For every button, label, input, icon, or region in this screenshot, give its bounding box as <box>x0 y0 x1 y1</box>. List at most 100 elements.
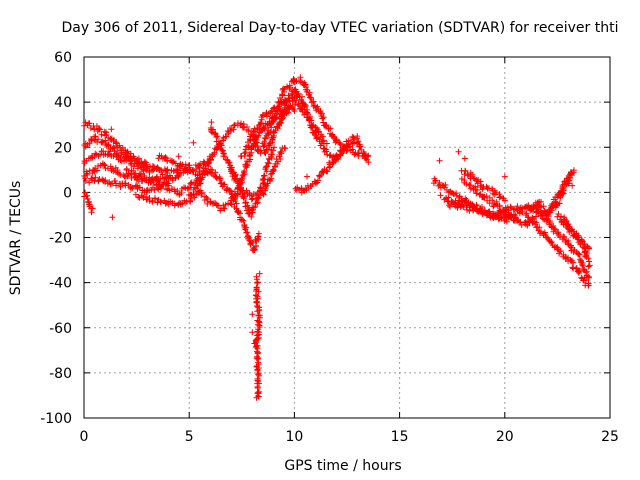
data-point <box>536 224 543 231</box>
data-point <box>105 148 112 155</box>
data-point <box>234 179 241 186</box>
data-point <box>462 198 469 205</box>
data-point <box>221 181 228 188</box>
data-point <box>550 223 557 230</box>
data-point <box>203 169 210 176</box>
data-point <box>136 184 143 191</box>
data-point <box>156 179 163 186</box>
data-point <box>202 165 209 172</box>
data-point <box>110 153 117 160</box>
data-point <box>227 166 234 173</box>
data-point <box>213 174 220 181</box>
data-point <box>121 151 128 158</box>
data-point <box>455 148 462 155</box>
data-point <box>254 200 261 207</box>
data-point <box>255 230 262 237</box>
data-point <box>564 177 571 184</box>
data-point <box>579 238 586 245</box>
grid-lines <box>84 57 610 418</box>
data-point <box>162 154 169 161</box>
data-point <box>295 90 302 97</box>
y-axis-label: SDTVAR / TECUs <box>8 181 24 296</box>
data-point <box>255 318 262 325</box>
data-point <box>467 185 474 192</box>
data-point <box>503 206 510 213</box>
data-point <box>586 262 593 269</box>
data-point <box>339 149 346 156</box>
data-point <box>259 111 266 118</box>
data-point <box>227 127 234 134</box>
y-tick-label: 0 <box>63 185 72 201</box>
data-point <box>454 200 461 207</box>
data-point <box>254 350 261 357</box>
data-point <box>265 127 272 134</box>
data-point <box>582 253 589 260</box>
data-point <box>455 197 462 204</box>
data-point <box>263 113 270 120</box>
data-point <box>286 82 293 89</box>
data-point <box>164 173 171 180</box>
data-point <box>189 167 196 174</box>
data-point <box>585 282 592 289</box>
data-point <box>82 175 89 182</box>
data-point <box>562 181 569 188</box>
data-point <box>558 188 565 195</box>
data-point <box>254 356 261 363</box>
data-point <box>576 256 583 263</box>
data-point <box>208 129 215 136</box>
data-point <box>283 99 290 106</box>
data-point <box>475 208 482 215</box>
data-point <box>323 122 330 129</box>
data-point <box>214 133 221 140</box>
data-point <box>249 195 256 202</box>
y-tick-labels: -100 -80 -60 -40 -20 0 20 40 60 <box>40 50 72 427</box>
data-point <box>255 371 262 378</box>
data-point <box>118 149 125 156</box>
data-point <box>557 248 564 255</box>
data-point <box>200 161 207 168</box>
data-point <box>109 214 116 221</box>
data-point <box>150 180 157 187</box>
data-point <box>241 167 248 174</box>
data-point <box>579 259 586 266</box>
data-point <box>143 159 150 166</box>
data-point <box>315 128 322 135</box>
data-point <box>319 133 326 140</box>
data-point <box>243 229 250 236</box>
data-point <box>185 185 192 192</box>
data-point <box>124 172 131 179</box>
data-point <box>458 175 465 182</box>
data-point <box>255 372 262 379</box>
data-point <box>508 213 515 220</box>
data-point <box>212 173 219 180</box>
data-point <box>437 192 444 199</box>
data-point <box>318 140 325 147</box>
data-point <box>568 168 575 175</box>
data-point <box>81 122 88 129</box>
data-point <box>527 216 534 223</box>
y-tick-label: 60 <box>54 50 72 66</box>
data-point <box>95 136 102 143</box>
data-point <box>474 186 481 193</box>
data-point <box>323 140 330 147</box>
data-point <box>112 177 119 184</box>
data-point <box>512 217 519 224</box>
data-point <box>301 104 308 111</box>
data-point <box>297 78 304 85</box>
data-point <box>569 264 576 271</box>
data-point <box>92 174 99 181</box>
data-point <box>250 247 257 254</box>
data-point <box>315 177 322 184</box>
data-point <box>232 197 239 204</box>
data-point <box>547 219 554 226</box>
data-point <box>365 152 372 159</box>
data-point <box>221 205 228 212</box>
data-point <box>102 137 109 144</box>
data-point <box>432 178 439 185</box>
data-point <box>276 105 283 112</box>
data-point <box>82 177 89 184</box>
data-point <box>146 168 153 175</box>
data-point <box>220 137 227 144</box>
data-point <box>319 115 326 122</box>
data-point <box>566 223 573 230</box>
